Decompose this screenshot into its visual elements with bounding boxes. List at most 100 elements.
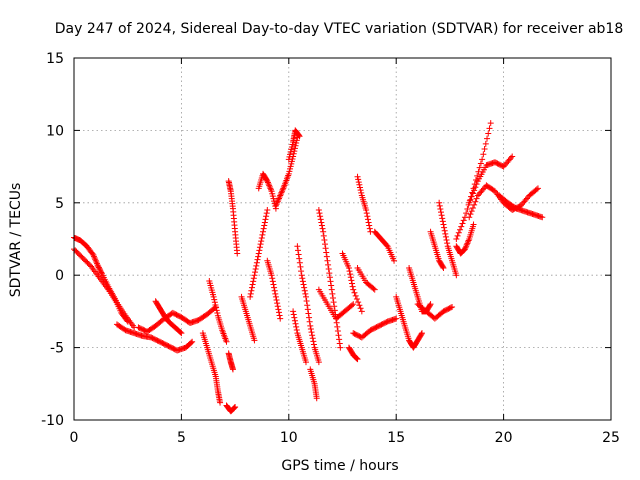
series-arc-4	[135, 304, 219, 335]
data-point	[234, 250, 241, 257]
series-arc-8	[223, 402, 239, 415]
data-point-interp	[329, 290, 336, 297]
data-point-interp	[459, 220, 466, 227]
data-point-interp	[322, 245, 329, 252]
data-point-interp	[473, 195, 480, 202]
data-point	[461, 246, 468, 253]
series-arc-15	[285, 127, 303, 163]
data-point-interp	[438, 212, 445, 219]
data-point	[277, 315, 284, 322]
data-point-interp	[485, 130, 492, 137]
data-point	[345, 264, 352, 271]
series-arc-7	[206, 277, 230, 345]
data-point-interp	[280, 185, 287, 192]
data-point-interp	[443, 237, 450, 244]
series-arc-17	[294, 243, 322, 366]
y-tick-label: 5	[55, 196, 64, 212]
data-point-interp	[231, 404, 238, 411]
data-point-interp	[465, 238, 472, 245]
series-arc-29	[406, 264, 434, 315]
data-point-interp	[460, 217, 467, 224]
data-point-interp	[482, 140, 489, 147]
series-arc-18	[290, 308, 309, 366]
data-point-interp	[348, 277, 355, 284]
data-point-interp	[291, 317, 298, 324]
data-point-interp	[92, 256, 99, 263]
data-point-interp	[468, 208, 475, 215]
data-point	[453, 236, 460, 242]
y-tick-label: 15	[46, 51, 64, 67]
data-point-interp	[330, 299, 337, 306]
data-point-interp	[267, 185, 274, 192]
data-point-interp	[457, 226, 464, 233]
data-point-interp	[353, 295, 360, 302]
data-point-interp	[346, 268, 353, 275]
data-point-interp	[347, 271, 354, 278]
data-point-interp	[365, 219, 372, 226]
data-point-interp	[319, 225, 326, 232]
data-point-interp	[325, 265, 332, 272]
data-point	[217, 399, 224, 406]
data-point-interp	[265, 180, 272, 187]
data-point	[466, 214, 473, 221]
data-point	[223, 338, 230, 345]
data-point-interp	[442, 230, 449, 237]
data-point-interp	[271, 284, 278, 291]
data-point-interp	[263, 213, 270, 220]
data-point	[509, 153, 516, 160]
data-point-interp	[272, 290, 279, 297]
data-point-interp	[333, 319, 340, 326]
data-point-interp	[327, 278, 334, 285]
series-arc-2	[71, 246, 138, 331]
series-arc-16	[264, 257, 284, 322]
data-point-interp	[347, 274, 354, 281]
data-point-interp	[296, 255, 303, 262]
data-point-interp	[334, 328, 341, 335]
data-point	[358, 308, 365, 315]
data-point-interp	[303, 298, 310, 305]
data-point	[391, 257, 398, 264]
data-point-interp	[476, 164, 483, 171]
data-point-interp	[325, 261, 332, 268]
data-point-interp	[356, 184, 363, 191]
data-point-interp	[269, 278, 276, 285]
data-point	[393, 315, 400, 322]
data-point-interp	[467, 211, 474, 218]
data-point-interp	[301, 284, 308, 291]
data-point-interp	[177, 329, 184, 336]
data-point-interp	[263, 210, 270, 217]
data-point-interp	[261, 219, 268, 226]
data-point	[371, 286, 378, 293]
data-point	[440, 221, 447, 228]
data-point-interp	[334, 323, 341, 330]
data-point	[418, 330, 425, 337]
data-point	[251, 337, 258, 344]
data-point-interp	[292, 142, 299, 149]
x-tick-label: 5	[177, 430, 186, 446]
data-point-interp	[323, 249, 330, 256]
data-point-interp	[439, 218, 446, 225]
chart-title: Day 247 of 2024, Sidereal Day-to-day VTE…	[55, 21, 624, 37]
data-point-interp	[268, 186, 275, 193]
series-arc-27	[371, 228, 398, 264]
data-point-interp	[248, 284, 255, 291]
series-arc-30	[414, 301, 456, 322]
data-point-interp	[211, 299, 218, 306]
data-point-interp	[279, 186, 286, 193]
data-point-interp	[297, 263, 304, 270]
data-point	[178, 330, 185, 337]
y-tick-label: -5	[50, 341, 64, 357]
data-point-interp	[472, 184, 479, 191]
data-point-interp	[462, 244, 469, 251]
data-point	[436, 199, 443, 206]
data-point	[315, 207, 322, 214]
data-point	[324, 257, 331, 264]
data-point-interp	[468, 193, 475, 200]
data-point-interp	[248, 287, 255, 294]
data-point-interp	[447, 304, 454, 311]
data-point	[470, 221, 477, 228]
data-point-interp	[256, 247, 263, 254]
data-point-interp	[317, 216, 324, 223]
data-point-interp	[464, 240, 471, 247]
